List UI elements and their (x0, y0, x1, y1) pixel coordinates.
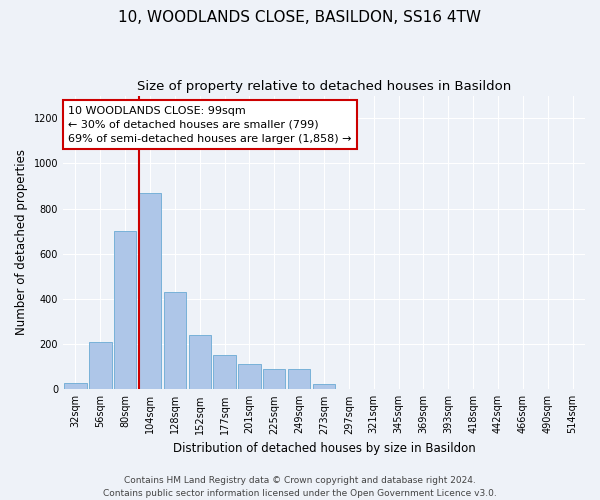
Bar (313, 384, 335, 390)
Bar (188, 335, 211, 390)
Bar (214, 356, 236, 390)
Bar (164, 292, 186, 390)
Bar (89, 342, 112, 390)
Bar (288, 369, 310, 390)
Y-axis label: Number of detached properties: Number of detached properties (15, 150, 28, 336)
Bar (64, 382, 86, 390)
Bar (139, 192, 161, 390)
Bar (263, 369, 286, 390)
Bar (238, 364, 260, 390)
Title: Size of property relative to detached houses in Basildon: Size of property relative to detached ho… (137, 80, 511, 93)
X-axis label: Distribution of detached houses by size in Basildon: Distribution of detached houses by size … (173, 442, 475, 455)
Bar (114, 231, 136, 390)
Text: 10 WOODLANDS CLOSE: 99sqm
← 30% of detached houses are smaller (799)
69% of semi: 10 WOODLANDS CLOSE: 99sqm ← 30% of detac… (68, 106, 352, 144)
Text: 10, WOODLANDS CLOSE, BASILDON, SS16 4TW: 10, WOODLANDS CLOSE, BASILDON, SS16 4TW (119, 10, 482, 25)
Text: Contains HM Land Registry data © Crown copyright and database right 2024.
Contai: Contains HM Land Registry data © Crown c… (103, 476, 497, 498)
